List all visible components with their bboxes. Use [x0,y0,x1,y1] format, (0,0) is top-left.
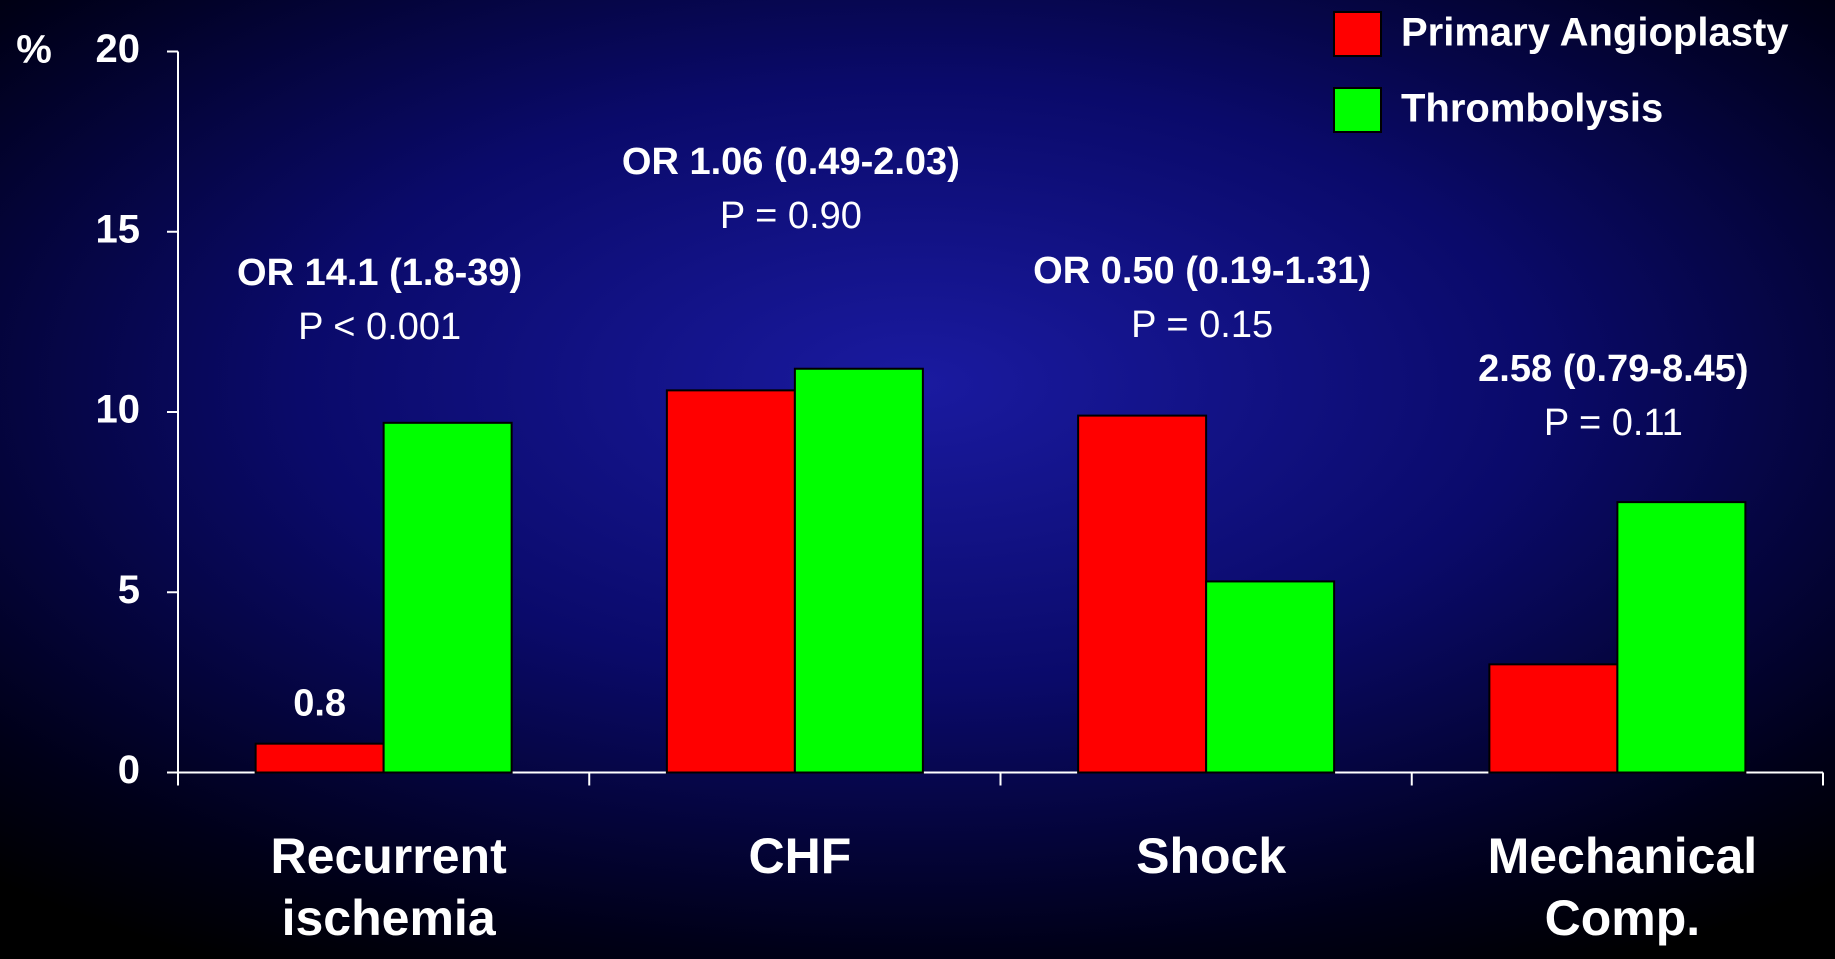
bar [1616,501,1747,774]
y-tick-label: 0 [118,748,140,792]
data-label: 0.8 [293,683,346,725]
y-tick-label: 10 [96,388,141,432]
x-tick-label: CHF [748,828,852,884]
bar [254,742,385,774]
legend-swatch [1333,87,1382,133]
x-tick-label: Recurrent ischemia [270,828,507,946]
legend-swatch [1333,11,1382,57]
bar [1205,580,1336,774]
x-tick-label: Shock [1136,828,1287,884]
annotation-p: P < 0.001 [298,306,461,348]
bar [793,367,924,774]
annotation-or: OR 14.1 (1.8-39) [237,252,522,294]
y-tick-label: 15 [96,207,141,251]
legend-label: Thrombolysis [1401,87,1663,131]
annotation-p: P = 0.15 [1131,304,1273,346]
y-axis-label: % [16,28,52,72]
annotation-p: P = 0.90 [720,195,862,237]
y-tick-label: 20 [96,27,141,71]
annotation-or: OR 0.50 (0.19-1.31) [1033,250,1371,292]
x-tick-label: Mechanical Comp. [1487,828,1758,946]
bar [1488,663,1619,774]
legend-label: Primary Angioplasty [1401,11,1789,55]
annotation-p: P = 0.11 [1544,402,1683,444]
annotation-or: 2.58 (0.79-8.45) [1478,348,1748,390]
bar [665,389,796,774]
annotation-or: OR 1.06 (0.49-2.03) [622,141,960,183]
bar [1077,414,1208,774]
bar [382,421,513,774]
y-tick-label: 5 [118,568,140,612]
